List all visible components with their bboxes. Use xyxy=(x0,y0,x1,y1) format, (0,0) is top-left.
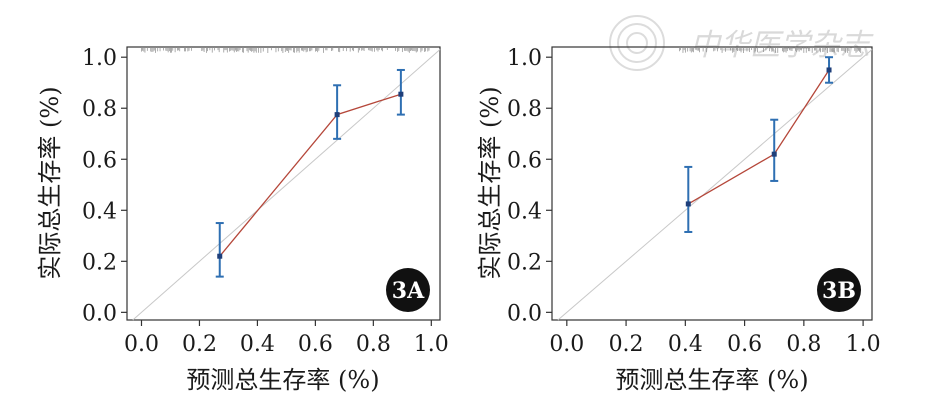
x-tick-label: 0.2 xyxy=(182,332,217,357)
panel-3a: 0.0 0.2 0.4 0.6 0.8 1.0 0.0 0.2 0.4 0.6 0.8 1.0 预测… xyxy=(36,46,449,394)
y-tick-label: 0.0 xyxy=(82,301,117,326)
data-point xyxy=(217,253,223,259)
y-axis-title: 实际总生存率 (%) xyxy=(476,86,504,279)
x-tick-label: 1.0 xyxy=(414,332,449,357)
calibration-series xyxy=(215,68,405,278)
reference-diagonal-line xyxy=(132,49,441,321)
x-tick-label: 0.8 xyxy=(786,332,821,357)
calibration-line xyxy=(687,69,830,205)
panel-badge-label: 3B xyxy=(822,278,856,304)
y-tick-label: 0.8 xyxy=(507,97,542,122)
data-point xyxy=(398,91,404,97)
y-axis-title: 实际总生存率 (%) xyxy=(36,86,64,279)
x-tick-label: 0.6 xyxy=(727,332,762,357)
x-axis-ticks: 0.0 0.2 0.4 0.6 0.8 1.0 xyxy=(549,320,881,357)
data-point xyxy=(771,151,777,157)
y-axis-ticks: 0.0 0.2 0.4 0.6 0.8 1.0 xyxy=(507,46,552,326)
watermark: 中华医学杂志 xyxy=(609,15,874,71)
x-tick-label: 1.0 xyxy=(846,332,881,357)
x-tick-label: 0.0 xyxy=(124,332,159,357)
y-tick-label: 0.2 xyxy=(507,250,542,275)
y-tick-label: 0.6 xyxy=(507,148,542,173)
y-tick-label: 0.8 xyxy=(82,97,117,122)
panel-badge-label: 3A xyxy=(392,278,425,304)
x-tick-label: 0.8 xyxy=(356,332,391,357)
y-tick-label: 0.2 xyxy=(82,250,117,275)
y-tick-label: 0.6 xyxy=(82,148,117,173)
y-tick-label: 1.0 xyxy=(82,46,117,71)
x-tick-label: 0.4 xyxy=(668,332,703,357)
reference-diagonal-line xyxy=(557,49,873,321)
rug-marks-top xyxy=(679,47,862,53)
plot-frame xyxy=(126,46,441,321)
data-point xyxy=(826,67,832,73)
x-axis-title: 预测总生存率 (%) xyxy=(615,366,808,394)
y-axis-ticks: 0.0 0.2 0.4 0.6 0.8 1.0 xyxy=(82,46,127,326)
y-tick-label: 0.4 xyxy=(507,199,542,224)
rug-marks-top xyxy=(141,47,430,53)
panel-badge: 3A xyxy=(386,268,430,312)
y-tick-label: 0.4 xyxy=(82,199,117,224)
x-tick-label: 0.0 xyxy=(549,332,584,357)
y-tick-label: 0.0 xyxy=(507,301,542,326)
y-tick-label: 1.0 xyxy=(507,46,542,71)
plot-frame xyxy=(551,46,873,321)
watermark-text: 中华医学杂志 xyxy=(690,28,874,63)
x-tick-label: 0.2 xyxy=(609,332,644,357)
watermark-seal-icon xyxy=(609,15,665,71)
data-point xyxy=(334,112,340,118)
calibration-series xyxy=(684,56,834,233)
x-tick-label: 0.6 xyxy=(298,332,333,357)
data-point xyxy=(685,201,691,207)
x-axis-ticks: 0.0 0.2 0.4 0.6 0.8 1.0 xyxy=(124,320,449,357)
x-axis-title: 预测总生存率 (%) xyxy=(186,366,379,394)
panel-badge: 3B xyxy=(817,268,861,312)
x-tick-label: 0.4 xyxy=(240,332,275,357)
panel-3b: 0.0 0.2 0.4 0.6 0.8 1.0 0.0 0.2 0.4 0.6 0.8 1.0 预测… xyxy=(476,46,881,394)
calibration-line xyxy=(219,93,402,257)
